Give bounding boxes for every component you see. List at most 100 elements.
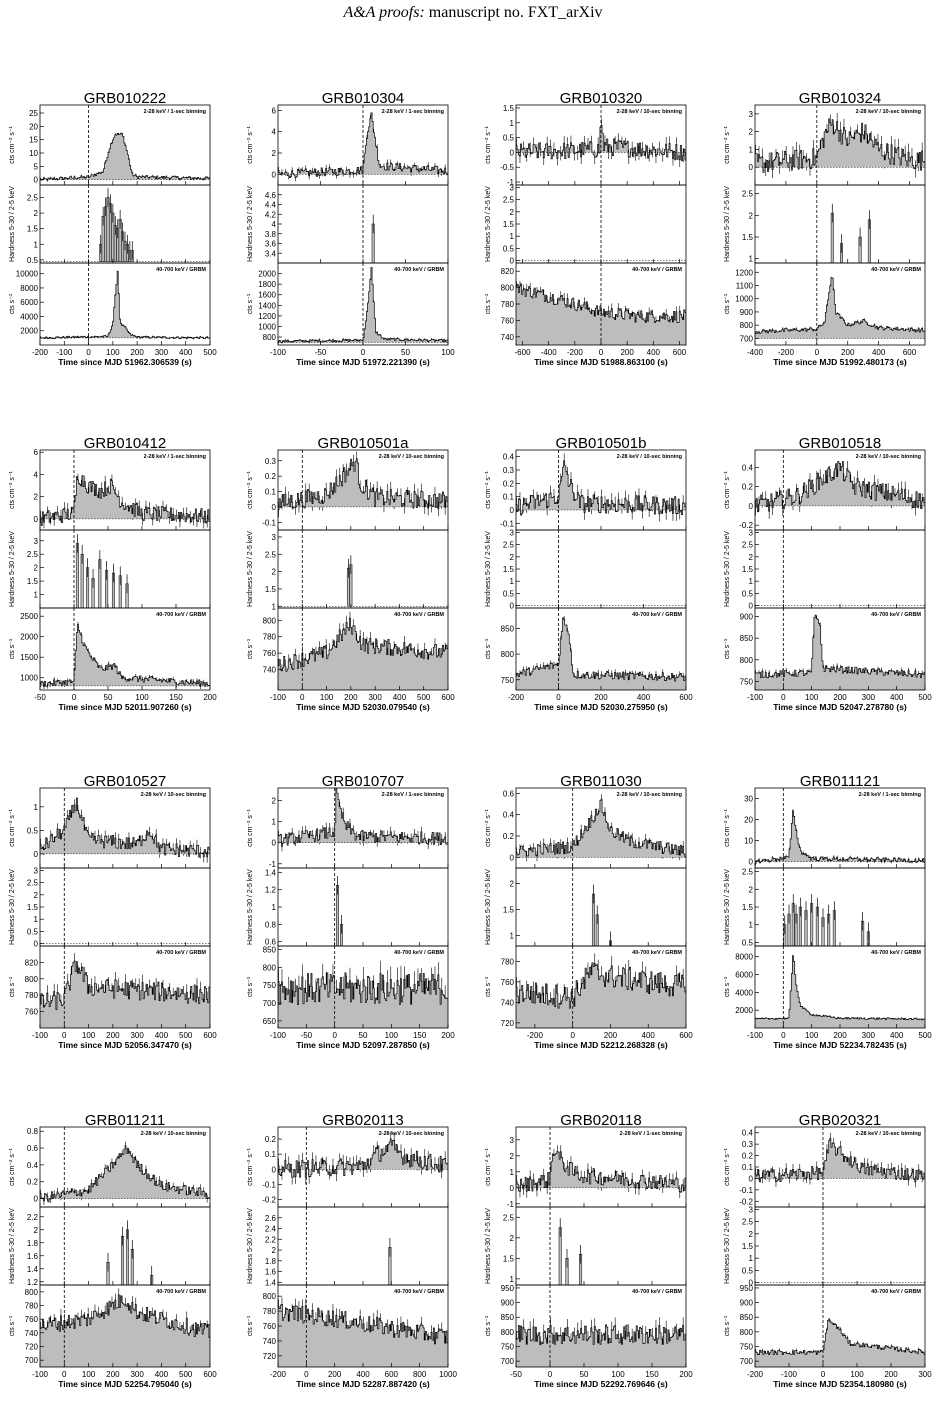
y-tick-label: 740 <box>25 1329 39 1338</box>
y-axis-label: cts s⁻¹ <box>247 976 254 997</box>
y-tick-label: 0.3 <box>503 466 515 475</box>
y-tick-label: 0.2 <box>265 1135 277 1144</box>
y-tick-label: -1 <box>507 178 515 187</box>
chart-title: GRB010527 <box>84 773 167 790</box>
y-tick-label: 2 <box>749 128 754 137</box>
panel-frame <box>754 1206 926 1286</box>
y-tick-label: 0.8 <box>265 920 277 929</box>
x-axis-label: Time since MJD 52047.278780 (s) <box>773 702 907 712</box>
panel-2 <box>755 1207 925 1285</box>
chart-title: GRB020321 <box>799 1112 882 1129</box>
y-tick-label: 800 <box>501 284 515 293</box>
y-axis-label: Hardness 5-30 / 2-5 keV <box>724 869 731 945</box>
y-tick-label: 800 <box>740 656 754 665</box>
panel-note: 2-28 keV / 10-sec binning <box>856 454 921 460</box>
y-axis-label: Hardness 5-30 / 2-5 keV <box>724 186 731 262</box>
light-curve-fill <box>516 962 686 1028</box>
y-tick-label: 1 <box>749 1254 754 1263</box>
y-tick-label: 15 <box>29 136 38 145</box>
y-tick-label: 2.4 <box>265 1225 277 1234</box>
y-tick-label: 20 <box>29 122 38 131</box>
panel-frame <box>39 1206 211 1286</box>
panel-1 <box>278 788 448 868</box>
y-tick-label: 850 <box>263 946 277 955</box>
x-tick-label: 500 <box>179 1370 193 1379</box>
light-curve <box>516 617 686 682</box>
panel-1 <box>40 788 210 868</box>
y-tick-label: 1000 <box>735 295 753 304</box>
panel-1 <box>40 1127 210 1207</box>
y-tick-label: 650 <box>263 1017 277 1026</box>
panel-1 <box>516 788 686 868</box>
x-tick-label: -100 <box>32 1370 49 1379</box>
panel-frame <box>515 449 687 531</box>
y-axis-label: cts s⁻¹ <box>485 976 492 997</box>
y-tick-label: 1.8 <box>265 1257 277 1266</box>
panel-3 <box>755 946 925 1028</box>
x-tick-label: -400 <box>541 348 558 357</box>
x-tick-label: 50 <box>401 348 410 357</box>
y-axis-label: cts s⁻¹ <box>724 638 731 659</box>
panel-2 <box>516 1207 686 1285</box>
y-axis-label: Hardness 5-30 / 2-5 keV <box>9 1208 16 1284</box>
y-tick-label: -0.2 <box>739 1197 753 1206</box>
y-tick-label: 6000 <box>20 298 38 307</box>
y-tick-label: 4 <box>272 220 277 229</box>
y-tick-label: 6 <box>272 106 277 115</box>
y-tick-label: 700 <box>25 1356 39 1365</box>
panel-note: 2-28 keV / 10-sec binning <box>617 792 682 798</box>
panel-3 <box>278 946 448 1028</box>
y-tick-label: 4 <box>272 128 277 137</box>
y-tick-label: 1.5 <box>742 565 754 574</box>
y-tick-label: -1 <box>507 1200 515 1209</box>
light-curve-fill <box>755 118 925 173</box>
y-tick-label: 720 <box>263 1352 277 1361</box>
chart-grb010707: GRB010707 -1 0 1 2 cts cm⁻² s⁻¹ 2-28 keV / 1-s… <box>247 773 455 1050</box>
y-tick-label: 0.4 <box>742 1129 754 1138</box>
light-curve-fill <box>516 617 686 690</box>
y-axis-label: cts cm⁻² s⁻¹ <box>485 1147 492 1185</box>
y-axis-label: cts cm⁻² s⁻¹ <box>485 125 492 163</box>
x-tick-label: 50 <box>104 693 113 702</box>
y-tick-label: 1 <box>749 921 754 930</box>
y-tick-label: 700 <box>740 334 754 343</box>
y-tick-label: 1200 <box>735 268 753 277</box>
x-tick-label: -100 <box>781 1370 798 1379</box>
y-tick-label: 700 <box>501 1357 515 1366</box>
panel-2 <box>40 185 210 263</box>
y-tick-label: 2 <box>510 1152 515 1161</box>
y-tick-label: 800 <box>740 321 754 330</box>
y-tick-label: 0.5 <box>742 938 754 947</box>
y-tick-label: 0.5 <box>503 589 515 598</box>
x-tick-label: 600 <box>903 348 917 357</box>
x-tick-label: 300 <box>862 1031 876 1040</box>
panel-1 <box>278 1127 448 1207</box>
y-tick-label: 0.2 <box>265 472 277 481</box>
y-axis-label: cts s⁻¹ <box>485 293 492 314</box>
x-tick-label: 300 <box>130 1370 144 1379</box>
y-tick-label: 760 <box>501 316 515 325</box>
light-curve <box>278 112 448 179</box>
y-tick-label: 0.5 <box>27 826 39 835</box>
light-curve <box>516 798 686 857</box>
y-tick-label: 0 <box>272 839 277 848</box>
panel-note: 2-28 keV / 10-sec binning <box>379 454 444 460</box>
y-tick-label: 750 <box>263 981 277 990</box>
x-tick-label: 0 <box>781 693 786 702</box>
y-tick-label: 900 <box>740 308 754 317</box>
y-tick-label: 2 <box>749 211 754 220</box>
y-tick-label: 1 <box>34 240 39 249</box>
y-tick-label: 2 <box>510 1234 515 1243</box>
panel-1 <box>278 105 448 185</box>
x-tick-label: 0 <box>781 1031 786 1040</box>
y-tick-label: 850 <box>501 1313 515 1322</box>
y-tick-label: 800 <box>740 1328 754 1337</box>
x-tick-label: -100 <box>32 1031 49 1040</box>
journal-name: A&A proofs: <box>343 4 425 21</box>
x-tick-label: 200 <box>679 1370 693 1379</box>
panel-1 <box>516 105 686 185</box>
x-tick-label: 600 <box>673 348 687 357</box>
y-axis-label: cts s⁻¹ <box>247 638 254 659</box>
panel-2 <box>755 185 925 263</box>
y-tick-label: 0.2 <box>742 1152 754 1161</box>
